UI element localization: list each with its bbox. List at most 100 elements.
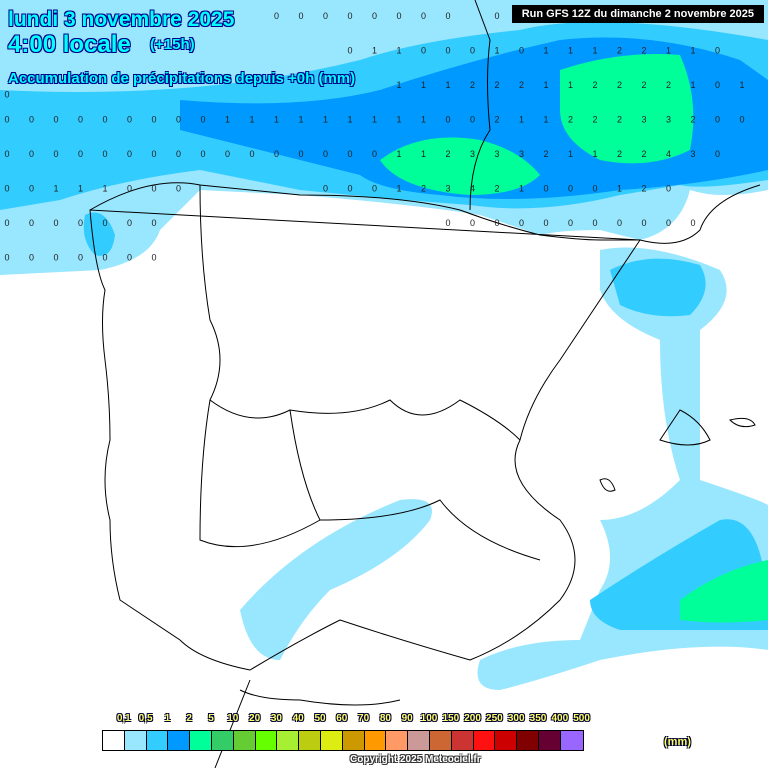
grid-value: 1 bbox=[298, 115, 303, 125]
grid-value: 1 bbox=[666, 46, 671, 56]
grid-value: 1 bbox=[421, 80, 426, 90]
legend-label: 100 bbox=[420, 713, 438, 724]
grid-value: 3 bbox=[494, 149, 499, 159]
grid-value: 0 bbox=[666, 184, 671, 194]
grid-value: 2 bbox=[568, 115, 573, 125]
grid-value: 0 bbox=[519, 46, 524, 56]
grid-value: 1 bbox=[690, 80, 695, 90]
grid-value: 0 bbox=[739, 115, 744, 125]
legend-label: 200 bbox=[464, 713, 481, 724]
grid-value: 0 bbox=[53, 253, 58, 263]
legend-label: 2 bbox=[186, 713, 192, 724]
grid-value: 0 bbox=[29, 184, 34, 194]
grid-value: 0 bbox=[445, 115, 450, 125]
grid-value: 0 bbox=[372, 149, 377, 159]
grid-value: 0 bbox=[690, 218, 695, 228]
grid-value: 3 bbox=[690, 149, 695, 159]
grid-value: 1 bbox=[396, 149, 401, 159]
grid-value: 0 bbox=[592, 184, 597, 194]
grid-value: 2 bbox=[494, 115, 499, 125]
legend-label: 350 bbox=[529, 713, 547, 724]
grid-value: 0 bbox=[274, 149, 279, 159]
grid-value: 0 bbox=[29, 115, 34, 125]
legend-swatch bbox=[364, 731, 387, 750]
grid-value: 1 bbox=[396, 80, 401, 90]
grid-value: 0 bbox=[200, 115, 205, 125]
grid-value: 0 bbox=[470, 218, 475, 228]
legend-label: 0,5 bbox=[138, 713, 153, 724]
grid-value: 0 bbox=[151, 253, 156, 263]
grid-value: 0 bbox=[323, 184, 328, 194]
grid-value: 0 bbox=[4, 184, 9, 194]
grid-value: 0 bbox=[715, 115, 720, 125]
legend-unit: (mm) bbox=[664, 736, 691, 748]
grid-value: 3 bbox=[666, 115, 671, 125]
precip-green-2 bbox=[560, 54, 694, 164]
legend-swatch bbox=[320, 731, 343, 750]
grid-value: 1 bbox=[592, 149, 597, 159]
legend-swatch bbox=[429, 731, 452, 750]
grid-value: 0 bbox=[225, 149, 230, 159]
grid-value: 0 bbox=[176, 115, 181, 125]
grid-value: 0 bbox=[617, 218, 622, 228]
legend-swatch bbox=[103, 731, 125, 750]
legend-label: 300 bbox=[507, 713, 525, 724]
grid-value: 0 bbox=[666, 218, 671, 228]
legend-swatch bbox=[495, 731, 518, 750]
grid-value: 1 bbox=[396, 115, 401, 125]
legend-label: 80 bbox=[379, 713, 391, 724]
grid-value: 0 bbox=[127, 253, 132, 263]
legend-label: 0,1 bbox=[116, 713, 131, 724]
grid-value: 2 bbox=[641, 149, 646, 159]
grid-value: 0 bbox=[127, 218, 132, 228]
legend-label: 70 bbox=[358, 713, 370, 724]
legend-label: 30 bbox=[270, 713, 282, 724]
grid-value: 0 bbox=[421, 11, 426, 21]
grid-value: 0 bbox=[127, 149, 132, 159]
grid-value: 0 bbox=[568, 184, 573, 194]
grid-value: 0 bbox=[102, 253, 107, 263]
grid-value: 0 bbox=[372, 11, 377, 21]
precip-east-mid bbox=[590, 258, 768, 630]
grid-value: 0 bbox=[151, 184, 156, 194]
grid-value: 1 bbox=[519, 115, 524, 125]
grid-value: 0 bbox=[445, 46, 450, 56]
grid-value: 2 bbox=[543, 149, 548, 159]
legend-label: 500 bbox=[573, 713, 590, 724]
grid-value: 0 bbox=[323, 149, 328, 159]
grid-value: 0 bbox=[347, 11, 352, 21]
legend-label: 400 bbox=[551, 713, 569, 724]
grid-value: 0 bbox=[102, 218, 107, 228]
grid-value: 1 bbox=[249, 115, 254, 125]
grid-value: 0 bbox=[347, 149, 352, 159]
grid-value: 0 bbox=[323, 11, 328, 21]
grid-value: 3 bbox=[470, 149, 475, 159]
grid-value: 1 bbox=[421, 115, 426, 125]
grid-value: 0 bbox=[53, 115, 58, 125]
grid-value: 2 bbox=[617, 115, 622, 125]
legend-swatch bbox=[473, 731, 496, 750]
grid-value: 1 bbox=[543, 46, 548, 56]
grid-value: 0 bbox=[715, 149, 720, 159]
grid-value: 0 bbox=[4, 253, 9, 263]
grid-value: 0 bbox=[421, 46, 426, 56]
grid-value: 0 bbox=[53, 149, 58, 159]
grid-value: 1 bbox=[543, 115, 548, 125]
grid-value: 2 bbox=[690, 115, 695, 125]
legend-label: 40 bbox=[292, 713, 304, 724]
grid-value: 3 bbox=[445, 184, 450, 194]
legend-swatch bbox=[538, 731, 561, 750]
legend-swatch bbox=[124, 731, 147, 750]
grid-value: 1 bbox=[372, 115, 377, 125]
grid-value: 3 bbox=[641, 115, 646, 125]
grid-value: 1 bbox=[53, 184, 58, 194]
forecast-time: 4:00 locale bbox=[8, 31, 131, 58]
grid-value: 0 bbox=[53, 218, 58, 228]
grid-value: 2 bbox=[617, 46, 622, 56]
grid-value: 1 bbox=[568, 80, 573, 90]
grid-value: 0 bbox=[347, 46, 352, 56]
grid-value: 0 bbox=[298, 11, 303, 21]
forecast-offset: (+15h) bbox=[150, 36, 195, 53]
legend-label: 150 bbox=[442, 713, 460, 724]
grid-value: 0 bbox=[396, 11, 401, 21]
